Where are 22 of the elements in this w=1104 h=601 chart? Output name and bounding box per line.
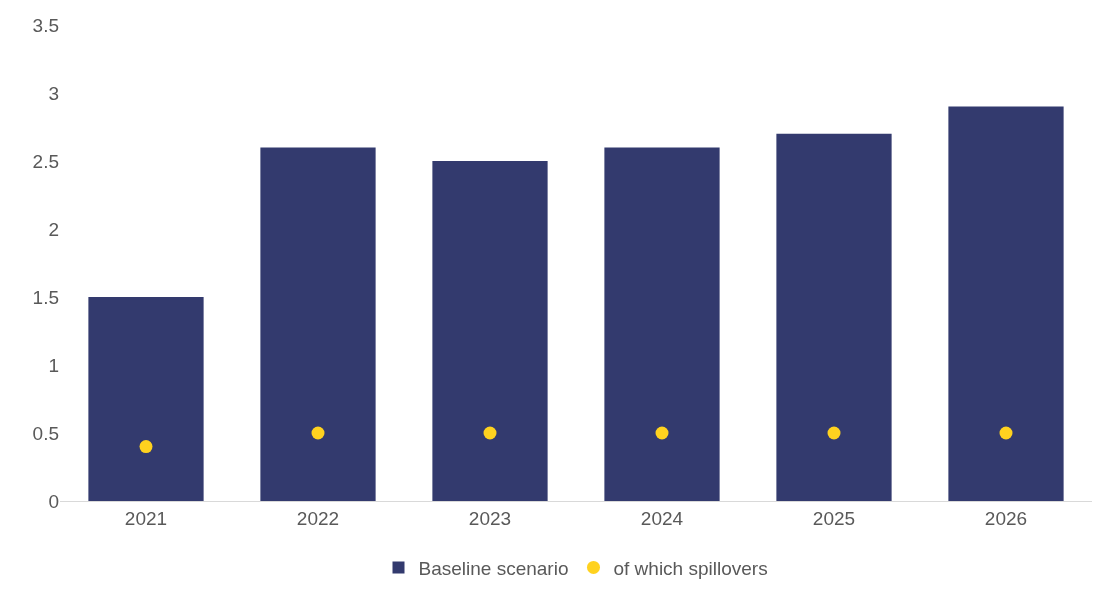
y-tick-label: 2 — [48, 218, 59, 240]
y-tick-label: 3 — [48, 82, 59, 104]
y-tick-label: 1.5 — [32, 286, 59, 308]
bar — [948, 106, 1064, 501]
x-tick-label: 2022 — [296, 507, 340, 529]
x-tick-label: 2021 — [124, 507, 168, 529]
legend-label: of which spillovers — [613, 557, 768, 579]
y-tick-label: 0.5 — [32, 422, 59, 444]
bar — [260, 147, 376, 501]
y-tick-label: 1 — [48, 354, 59, 376]
y-tick-label: 0 — [48, 490, 59, 512]
x-tick-label: 2026 — [984, 507, 1028, 529]
bar — [432, 161, 548, 501]
bar — [88, 297, 204, 501]
bar — [776, 133, 892, 501]
x-tick-label: 2024 — [640, 507, 684, 529]
bar — [604, 147, 720, 501]
legend-label: Baseline scenario — [418, 557, 569, 579]
x-tick-label: 2025 — [812, 507, 856, 529]
y-tick-label: 3.5 — [32, 14, 59, 36]
x-tick-label: 2023 — [468, 507, 512, 529]
y-tick-label: 2.5 — [32, 150, 59, 172]
